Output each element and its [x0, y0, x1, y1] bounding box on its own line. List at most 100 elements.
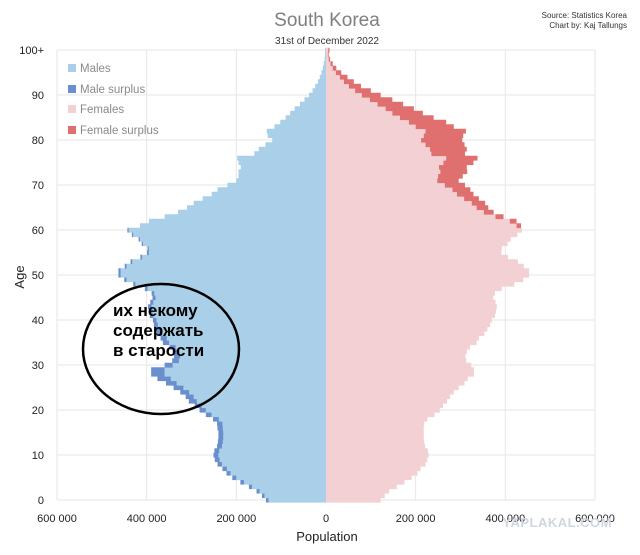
bar-females — [326, 376, 468, 382]
bar-females — [326, 169, 441, 175]
bar-males — [243, 479, 326, 485]
bar-males — [175, 344, 326, 350]
bar-males — [267, 133, 326, 139]
bar-females — [326, 326, 488, 332]
bar-females — [326, 205, 477, 211]
bar-females — [326, 79, 344, 85]
bar-male-surplus — [180, 389, 190, 395]
bar-male-surplus — [188, 398, 197, 404]
x-axis-label: Population — [296, 529, 357, 544]
bar-male-surplus — [151, 290, 155, 296]
y-tick-label: 20 — [32, 405, 44, 417]
bar-males — [222, 439, 326, 445]
bar-females — [326, 124, 416, 130]
bar-males — [238, 160, 326, 166]
bar-males — [164, 214, 326, 220]
bar-males — [321, 70, 326, 76]
bar-male-surplus — [164, 362, 173, 368]
bar-females — [326, 133, 424, 139]
bar-males — [178, 209, 326, 215]
bar-males — [143, 241, 326, 247]
bar-female-surplus — [332, 65, 337, 71]
bar-males — [126, 263, 326, 269]
bar-females — [326, 65, 333, 71]
bar-females — [326, 146, 431, 152]
bar-females — [326, 443, 426, 449]
bar-males — [285, 115, 326, 121]
bar-female-surplus — [421, 137, 463, 143]
y-tick-label: 80 — [32, 135, 44, 147]
bar-male-surplus — [131, 232, 134, 238]
bar-males — [211, 412, 326, 418]
bar-males — [153, 299, 326, 305]
bar-male-surplus — [174, 353, 181, 359]
x-tick-label: 200 000 — [216, 513, 256, 525]
bar-females — [326, 182, 445, 188]
bar-females — [326, 457, 428, 463]
source-line: Source: Statistics Korea — [542, 11, 628, 20]
bar-male-surplus — [214, 457, 220, 463]
bar-male-surplus — [155, 326, 161, 332]
bar-males — [226, 466, 326, 472]
bar-females — [326, 425, 424, 431]
annotation-line-3: в старости — [113, 341, 204, 360]
bar-females — [326, 101, 378, 107]
bar-females — [326, 317, 492, 323]
bar-males — [120, 272, 326, 278]
bar-females — [326, 70, 336, 76]
bar-females — [326, 223, 517, 229]
bar-males — [218, 416, 326, 422]
bar-female-surplus — [415, 124, 454, 130]
bar-males — [223, 434, 326, 440]
bar-males — [176, 380, 326, 386]
y-tick-label: 0 — [38, 495, 44, 507]
legend-swatch-female-surplus — [68, 126, 76, 134]
bar-females — [326, 416, 428, 422]
y-tick-label: 50 — [32, 270, 44, 282]
legend-label-female-surplus: Female surplus — [80, 125, 159, 137]
bar-female-surplus — [335, 70, 342, 76]
bar-male-surplus — [226, 470, 231, 476]
bar-males — [264, 493, 326, 499]
bar-females — [326, 164, 439, 170]
bar-male-surplus — [232, 475, 237, 481]
y-tick-label: 10 — [32, 450, 44, 462]
bar-females — [326, 191, 457, 197]
bar-males — [236, 475, 326, 481]
bar-males — [147, 286, 326, 292]
bar-males — [272, 137, 326, 143]
bar-male-surplus — [173, 385, 184, 391]
bar-males — [164, 367, 326, 373]
bar-female-surplus — [377, 101, 404, 107]
bar-females — [326, 263, 524, 269]
bar-male-surplus — [205, 412, 212, 418]
bar-male-surplus — [153, 322, 158, 328]
bar-males — [259, 488, 326, 494]
y-tick-label: 70 — [32, 180, 44, 192]
bar-males — [152, 308, 326, 314]
legend-label-females: Females — [80, 104, 124, 116]
bar-females — [326, 281, 515, 287]
bar-male-surplus — [214, 448, 220, 454]
bar-males — [217, 187, 326, 193]
bar-male-surplus — [213, 452, 219, 458]
bar-females — [326, 407, 440, 413]
bar-females — [326, 178, 438, 184]
bar-males — [230, 470, 326, 476]
bar-females — [326, 236, 511, 242]
bar-males — [155, 295, 326, 301]
bar-females — [326, 52, 328, 58]
bar-male-surplus — [217, 461, 222, 467]
bar-female-surplus — [495, 214, 504, 220]
bar-females — [326, 371, 474, 377]
bar-males — [135, 281, 326, 287]
bar-male-surplus — [256, 488, 260, 494]
bar-females — [326, 92, 362, 98]
bar-females — [326, 362, 472, 368]
bar-female-surplus — [437, 178, 459, 184]
bar-females — [326, 389, 454, 395]
bar-male-surplus — [199, 407, 206, 413]
bar-males — [148, 218, 326, 224]
annotation-line-1: их некому — [113, 301, 198, 320]
bar-females — [326, 358, 467, 364]
